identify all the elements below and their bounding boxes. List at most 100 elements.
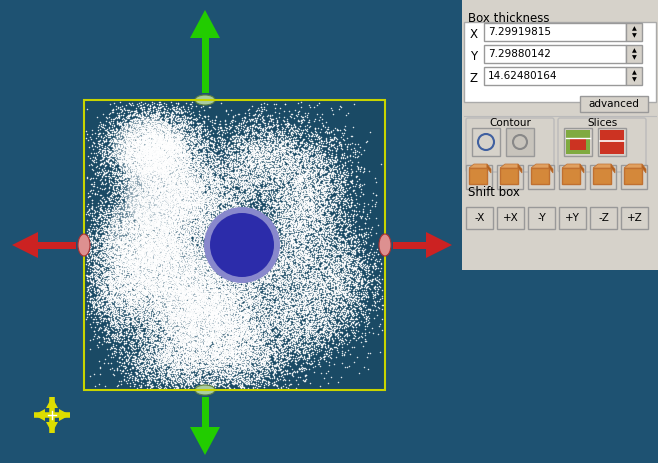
Point: [203, 286, 213, 293]
Point: [126, 296, 136, 304]
Point: [305, 150, 316, 158]
Point: [316, 156, 327, 163]
Point: [220, 341, 230, 349]
Point: [300, 300, 311, 307]
Point: [278, 352, 288, 359]
Point: [282, 151, 292, 159]
Point: [146, 324, 157, 331]
Point: [326, 335, 337, 342]
Point: [171, 271, 182, 278]
Point: [166, 205, 177, 212]
Point: [328, 253, 338, 261]
Point: [172, 320, 182, 328]
Point: [315, 223, 326, 230]
Point: [226, 190, 237, 198]
Point: [247, 261, 257, 268]
Point: [156, 299, 166, 307]
Point: [237, 345, 247, 353]
Point: [304, 352, 315, 360]
Point: [324, 155, 335, 162]
Point: [274, 307, 285, 315]
Point: [203, 321, 214, 329]
Point: [262, 306, 272, 313]
Point: [178, 345, 189, 352]
Point: [236, 335, 246, 343]
Point: [212, 307, 222, 314]
Point: [158, 200, 168, 207]
Point: [157, 195, 167, 202]
Point: [225, 334, 236, 342]
Point: [107, 349, 117, 357]
Point: [144, 173, 155, 181]
Point: [220, 166, 230, 173]
Point: [188, 359, 198, 366]
Point: [156, 144, 166, 152]
Point: [199, 201, 209, 209]
Point: [141, 309, 152, 316]
Point: [205, 362, 216, 369]
Point: [179, 289, 190, 297]
Point: [109, 172, 119, 180]
Point: [170, 357, 181, 364]
Point: [332, 170, 343, 177]
Point: [281, 189, 291, 196]
Point: [143, 153, 154, 161]
Point: [110, 175, 120, 183]
Point: [274, 159, 285, 166]
Point: [156, 270, 166, 278]
Point: [223, 274, 234, 282]
Point: [224, 145, 234, 153]
Point: [183, 287, 193, 294]
Point: [282, 366, 292, 373]
Point: [284, 332, 295, 339]
Point: [217, 338, 228, 345]
Point: [152, 166, 163, 173]
Point: [153, 332, 164, 340]
Point: [155, 200, 166, 207]
Point: [151, 209, 162, 216]
Point: [170, 186, 180, 193]
Point: [270, 258, 280, 266]
Point: [195, 225, 206, 232]
Point: [250, 159, 261, 166]
Point: [226, 326, 237, 333]
Point: [295, 205, 305, 212]
Point: [122, 233, 133, 240]
Point: [168, 232, 178, 239]
Point: [160, 176, 170, 183]
Point: [157, 172, 167, 180]
Point: [318, 151, 329, 159]
Point: [141, 285, 152, 293]
Point: [216, 293, 226, 300]
Point: [117, 175, 128, 182]
Point: [362, 213, 372, 220]
Point: [311, 238, 321, 245]
Point: [266, 250, 276, 258]
Point: [222, 175, 233, 182]
Point: [140, 314, 151, 321]
Point: [159, 298, 169, 305]
Point: [266, 175, 277, 182]
Point: [128, 136, 139, 144]
Point: [239, 219, 249, 227]
Point: [207, 259, 217, 266]
Point: [197, 195, 208, 203]
Point: [124, 281, 135, 288]
Point: [136, 133, 147, 141]
Point: [143, 314, 153, 321]
Point: [122, 252, 132, 260]
Point: [126, 156, 136, 163]
Point: [223, 336, 234, 344]
Point: [156, 259, 166, 267]
Point: [120, 196, 131, 204]
Point: [128, 215, 138, 222]
Point: [254, 282, 265, 290]
Point: [193, 195, 203, 203]
Point: [325, 133, 336, 140]
Point: [188, 118, 198, 125]
Point: [268, 345, 279, 353]
Point: [268, 228, 278, 236]
Point: [261, 315, 271, 323]
Point: [303, 348, 313, 355]
Point: [155, 313, 165, 320]
